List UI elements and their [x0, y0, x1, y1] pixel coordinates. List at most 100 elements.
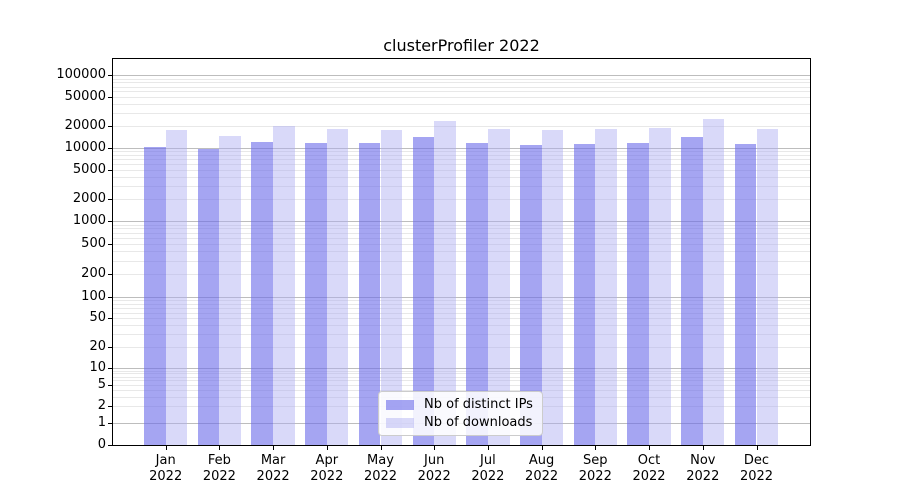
gridline-minor: [113, 232, 810, 234]
y-tick-label: 20: [89, 338, 106, 354]
gridline-minor: [113, 334, 810, 336]
x-tick: [219, 446, 221, 450]
gridline-minor: [113, 104, 810, 106]
y-tick-label: 1: [97, 414, 106, 430]
x-tick-label: Aug 2022: [525, 453, 559, 484]
y-tick-label: 5000: [72, 162, 106, 177]
gridline-minor: [113, 308, 810, 309]
bar-downloads-dec: [756, 129, 779, 445]
gridline-minor: [113, 318, 810, 320]
gridline-minor: [113, 97, 810, 99]
x-tick-label: Nov 2022: [686, 453, 720, 484]
gridline-minor: [113, 380, 810, 382]
bar-downloads-oct: [649, 128, 671, 445]
bar-distinct-ips-mar: [251, 142, 274, 445]
x-tick-label: Jul 2022: [471, 453, 505, 484]
legend: Nb of distinct IPs Nb of downloads: [378, 391, 543, 436]
x-tick: [326, 446, 328, 450]
bar-downloads-may: [380, 130, 403, 445]
gridline-minor: [113, 177, 810, 178]
y-tick-label: 50000: [64, 89, 106, 105]
gridline-minor: [113, 78, 810, 80]
x-tick-label: Apr 2022: [310, 453, 344, 484]
bar-downloads-feb: [219, 135, 242, 445]
plot-area: [112, 58, 811, 446]
bar-distinct-ips-jun: [412, 136, 435, 445]
gridline-minor: [113, 151, 810, 153]
gridline-minor: [113, 389, 810, 391]
bar-downloads-aug: [541, 130, 564, 445]
y-tick-label: 2000: [72, 191, 106, 206]
bar-downloads-sep: [595, 129, 617, 445]
gridline-minor: [113, 384, 810, 386]
x-tick: [380, 446, 382, 450]
gridline-minor: [113, 164, 810, 166]
gridline-minor: [113, 170, 810, 171]
gridline-minor: [113, 325, 810, 327]
legend-swatch-downloads: [386, 417, 414, 428]
bar-downloads-apr: [326, 129, 349, 445]
gridline-minor: [113, 224, 810, 226]
bar-distinct-ips-feb: [197, 149, 220, 445]
legend-label-distinct-ips: Nb of distinct IPs: [424, 397, 533, 412]
legend-item-downloads: Nb of downloads: [386, 415, 533, 430]
x-tick-label: Jun 2022: [417, 453, 451, 484]
gridline-major: [113, 368, 810, 369]
bar-distinct-ips-aug: [519, 144, 542, 445]
y-tick-label: 500: [81, 235, 106, 251]
y-tick-label: 5: [97, 376, 106, 392]
x-tick-label: Dec 2022: [739, 453, 774, 484]
x-tick-label: Oct 2022: [632, 453, 666, 484]
x-tick-label: Sep 2022: [578, 453, 612, 484]
x-tick: [649, 446, 650, 450]
gridline-minor: [113, 376, 810, 378]
x-tick: [756, 446, 758, 450]
y-tick-label: 50: [89, 310, 106, 326]
gridline-minor: [113, 82, 810, 84]
x-tick: [595, 446, 597, 450]
gridline-minor: [113, 237, 810, 239]
gridline-minor: [113, 260, 810, 262]
gridline-minor: [113, 243, 810, 245]
y-tick-label: 20000: [64, 118, 106, 134]
legend-label-downloads: Nb of downloads: [424, 415, 533, 430]
gridline-minor: [113, 251, 810, 253]
gridline-minor: [113, 312, 810, 314]
gridline-minor: [113, 199, 810, 200]
x-tick: [434, 446, 436, 450]
gridline-minor: [113, 186, 810, 188]
bar-distinct-ips-oct: [627, 142, 649, 445]
gridline-major: [113, 75, 810, 77]
y-tick-label: 2: [97, 398, 106, 414]
x-tick: [541, 446, 543, 450]
gridline-minor: [113, 155, 810, 157]
gridline-minor: [113, 228, 810, 230]
gridline-minor: [113, 274, 810, 276]
gridline-major: [113, 221, 810, 222]
legend-swatch-distinct-ips: [386, 399, 414, 410]
x-tick-label: Feb 2022: [202, 453, 236, 484]
bar-downloads-mar: [273, 125, 295, 445]
y-tick-label: 100: [81, 289, 106, 304]
bar-distinct-ips-sep: [573, 143, 596, 445]
gridline-minor: [113, 126, 810, 128]
gridline-minor: [113, 370, 810, 372]
x-tick: [487, 446, 489, 450]
x-tick: [165, 446, 167, 450]
x-tick-label: Mar 2022: [256, 453, 290, 484]
bar-downloads-jun: [434, 121, 456, 445]
bar-distinct-ips-jul: [466, 143, 488, 445]
x-tick: [702, 446, 704, 450]
gridline-minor: [113, 91, 810, 93]
y-tick-label: 0: [97, 437, 106, 452]
y-tick-label: 100000: [56, 67, 106, 83]
bar-downloads-jan: [165, 130, 188, 445]
gridline-minor: [113, 86, 810, 88]
chart-title: clusterProfiler 2022: [383, 36, 540, 55]
gridline-minor: [113, 346, 810, 348]
gridline-minor: [113, 373, 810, 375]
bars-layer: [113, 59, 810, 445]
y-tick-label: 1000: [72, 213, 106, 228]
gridline-minor: [113, 113, 810, 115]
